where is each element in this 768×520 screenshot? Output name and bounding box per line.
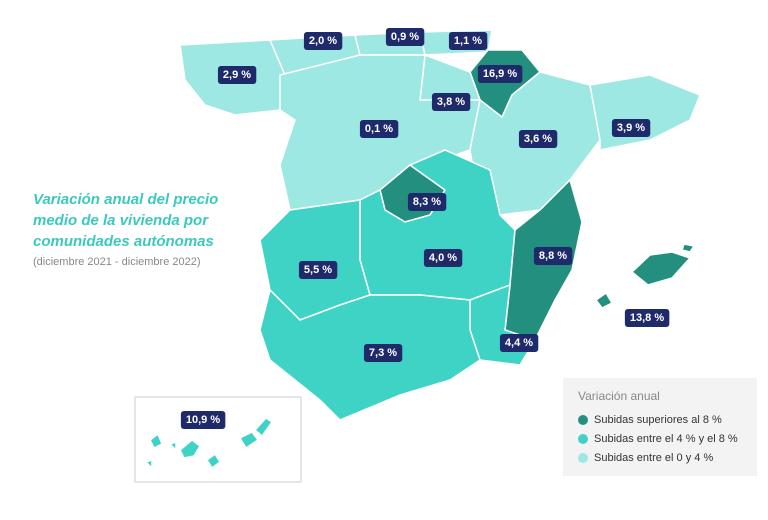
region-badge: 1,1 % bbox=[448, 32, 488, 50]
badge-bg bbox=[499, 334, 539, 352]
region-label: 4,4 % bbox=[505, 337, 533, 349]
region-badge: 8,8 % bbox=[533, 247, 573, 265]
region bbox=[589, 74, 701, 151]
region bbox=[168, 440, 177, 452]
badge-bg bbox=[448, 32, 488, 50]
region-badge: 7,3 % bbox=[363, 344, 403, 362]
legend-swatch bbox=[578, 434, 588, 444]
badge-bg bbox=[217, 66, 257, 84]
legend-label: Subidas entre el 4 % y el 8 % bbox=[594, 433, 738, 445]
region-badge: 3,6 % bbox=[518, 130, 558, 148]
title-line: comunidades autónomas bbox=[33, 233, 214, 250]
region-label: 0,1 % bbox=[365, 123, 393, 135]
legend-label: Subidas superiores al 8 % bbox=[594, 414, 722, 426]
region-badge: 13,8 % bbox=[624, 309, 670, 327]
region-label: 2,0 % bbox=[309, 35, 337, 47]
region-badge: 10,9 % bbox=[180, 411, 226, 429]
region-label: 3,6 % bbox=[524, 133, 552, 145]
region-label: 8,8 % bbox=[539, 250, 567, 262]
region-label: 16,9 % bbox=[483, 68, 517, 80]
region-label: 3,9 % bbox=[617, 122, 645, 134]
region bbox=[179, 439, 201, 459]
badge-bg bbox=[385, 28, 425, 46]
region bbox=[205, 452, 222, 470]
region bbox=[681, 243, 696, 253]
region-label: 10,9 % bbox=[186, 414, 220, 426]
region-badge: 4,4 % bbox=[499, 334, 539, 352]
badge-bg bbox=[363, 344, 403, 362]
badge-bg bbox=[477, 65, 523, 83]
badge-bg bbox=[533, 247, 573, 265]
legend-title: Variación anual bbox=[578, 389, 660, 403]
region-label: 3,8 % bbox=[437, 96, 465, 108]
subtitle: (diciembre 2021 - diciembre 2022) bbox=[33, 256, 201, 268]
region bbox=[253, 417, 274, 438]
region bbox=[594, 291, 614, 309]
badge-bg bbox=[359, 120, 399, 138]
badge-bg bbox=[298, 261, 338, 279]
region-label: 7,3 % bbox=[369, 347, 397, 359]
region-badge: 8,3 % bbox=[407, 193, 447, 211]
region-badge: 0,1 % bbox=[359, 120, 399, 138]
region-label: 13,8 % bbox=[630, 312, 664, 324]
badge-bg bbox=[303, 32, 343, 50]
badge-bg bbox=[180, 411, 226, 429]
region-badge: 0,9 % bbox=[385, 28, 425, 46]
title-line: medio de la vivienda por bbox=[33, 212, 209, 229]
region bbox=[630, 251, 692, 286]
region-label: 1,1 % bbox=[454, 35, 482, 47]
region-badge: 3,8 % bbox=[431, 93, 471, 111]
region-badge: 5,5 % bbox=[298, 261, 338, 279]
region-badge: 2,9 % bbox=[217, 66, 257, 84]
region-badge: 4,0 % bbox=[423, 249, 463, 267]
region-label: 0,9 % bbox=[391, 31, 419, 43]
region bbox=[149, 432, 163, 450]
badge-bg bbox=[624, 309, 670, 327]
region-label: 5,5 % bbox=[304, 264, 332, 276]
badge-bg bbox=[407, 193, 447, 211]
legend-swatch bbox=[578, 415, 588, 425]
region bbox=[144, 458, 153, 470]
badge-bg bbox=[431, 93, 471, 111]
title-line: Variación anual del precio bbox=[33, 191, 218, 208]
legend-label: Subidas entre el 0 y 4 % bbox=[594, 452, 713, 464]
region-badge: 2,0 % bbox=[303, 32, 343, 50]
badge-bg bbox=[423, 249, 463, 267]
legend-swatch bbox=[578, 453, 588, 463]
badge-bg bbox=[518, 130, 558, 148]
region-badge: 16,9 % bbox=[477, 65, 523, 83]
region-badge: 3,9 % bbox=[611, 119, 651, 137]
region-label: 2,9 % bbox=[223, 69, 251, 81]
region-label: 4,0 % bbox=[429, 252, 457, 264]
legend-box bbox=[563, 378, 757, 476]
badge-bg bbox=[611, 119, 651, 137]
region-label: 8,3 % bbox=[413, 196, 441, 208]
region bbox=[238, 431, 260, 450]
